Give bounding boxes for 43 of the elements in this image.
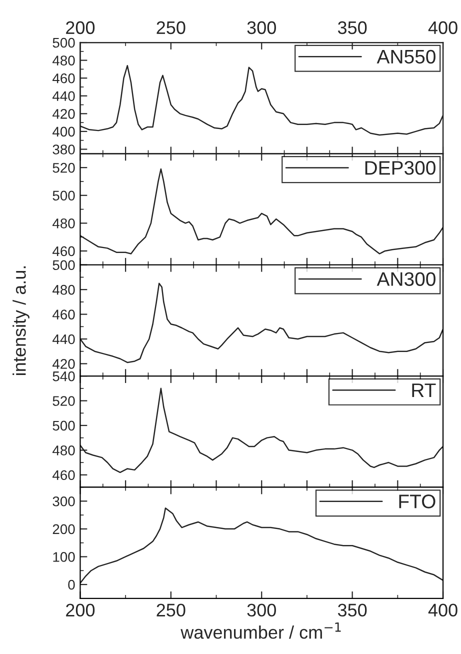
y-tick-label: 520 [52, 396, 75, 406]
y-tick-label: 500 [52, 38, 75, 48]
y-tick-label: 300 [52, 496, 75, 506]
y-tick-label: 500 [52, 260, 75, 270]
y-tick-label: 420 [52, 109, 75, 119]
y-tick-label: 460 [52, 73, 75, 84]
y-tick-label: 460 [52, 310, 75, 320]
y-tick-label: 520 [52, 162, 75, 173]
x-tick-label: 350 [338, 604, 367, 617]
x-axis-title: wavenumber / cm$^{−1}$ [180, 622, 341, 639]
y-tick-label: 440 [52, 334, 75, 344]
x2-tick-label: 250 [156, 21, 186, 34]
legend-label: AN550 [376, 50, 436, 64]
y-tick-label: 480 [52, 284, 75, 295]
y-tick-label: 460 [52, 470, 75, 480]
legend-label: RT [412, 384, 436, 397]
y-tick-label: 480 [52, 446, 75, 456]
legend-label: FTO [399, 494, 436, 508]
x-tick-label: 300 [247, 604, 276, 617]
y-tick-label: 540 [52, 371, 75, 382]
x-tick-label: 250 [156, 604, 186, 617]
y-tick-label: 400 [52, 126, 75, 137]
line-series [80, 507, 444, 584]
y-tick-label: 100 [53, 552, 75, 562]
legend-label: AN300 [376, 272, 436, 286]
y-tick-label: 440 [52, 91, 75, 102]
y-axis-title: intensity / a.u. [12, 266, 30, 375]
y-tick-label: 420 [52, 359, 75, 369]
x2-tick-label: 400 [428, 21, 458, 34]
y-tick-label: 480 [52, 218, 75, 228]
y-tick-label: 500 [52, 420, 75, 431]
legend-label: DEP300 [365, 161, 436, 175]
x2-tick-label: 350 [338, 21, 367, 34]
y-tick-label: 200 [52, 524, 75, 534]
y-tick-label: 460 [52, 246, 75, 256]
x-tick-label: 400 [428, 604, 458, 617]
x-tick-label: 200 [66, 604, 95, 617]
x2-tick-label: 200 [66, 21, 95, 34]
y-tick-label: 500 [52, 190, 75, 201]
y-tick-label: 380 [52, 144, 75, 154]
x2-tick-label: 300 [247, 21, 276, 34]
y-tick-label: 480 [52, 56, 75, 66]
y-tick-label: 0 [68, 580, 75, 590]
